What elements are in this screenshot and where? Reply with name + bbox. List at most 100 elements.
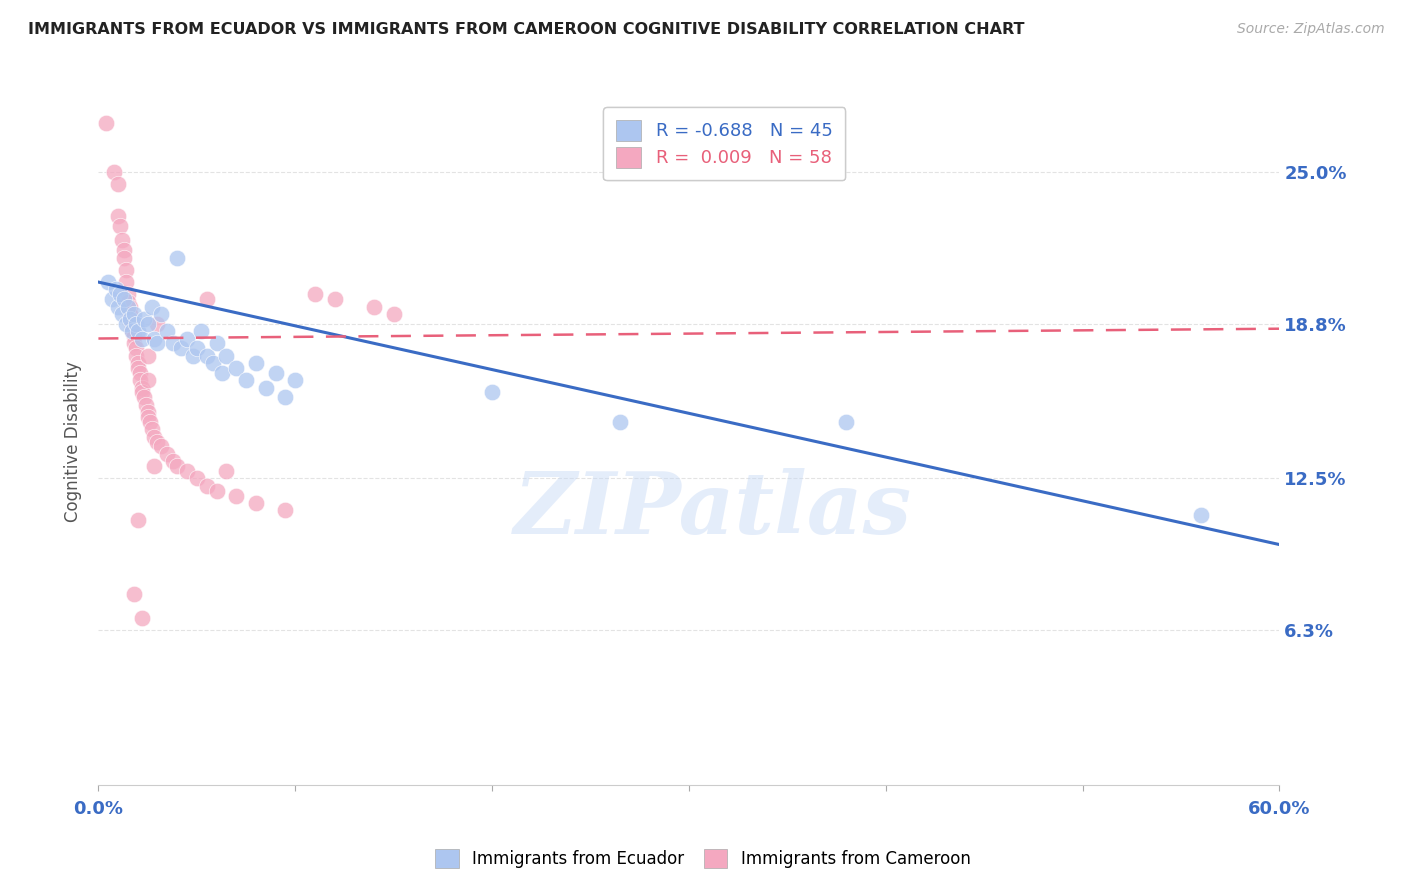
Point [115,317,138,331]
Point [304,287,326,301]
Point [132,312,155,326]
Point [215,349,238,363]
Point [284,373,307,387]
Point [162,336,184,351]
Point [131,385,153,400]
Point [135,398,157,412]
Point [166,251,188,265]
Point [141,300,163,314]
Point [156,447,179,461]
Point [142,332,165,346]
Point [121,317,143,331]
Point [181,349,204,363]
Point [136,373,159,387]
Point [254,380,277,394]
Point [481,385,503,400]
Point [125,349,148,363]
Text: 60.0%: 60.0% [1249,800,1310,818]
Point [118,300,141,314]
Point [201,356,224,370]
Point [190,324,212,338]
Point [108,219,131,233]
Point [128,366,150,380]
Point [111,233,134,247]
Point [118,307,141,321]
Point [117,294,139,309]
Point [146,336,169,351]
Point [136,349,159,363]
Point [125,342,148,356]
Point [264,366,287,380]
Point [107,177,129,191]
Point [111,307,134,321]
Point [132,391,155,405]
Point [245,356,267,370]
Point [166,459,188,474]
Point [125,317,148,331]
Point [112,244,135,258]
Point [274,503,297,517]
Text: 0.0%: 0.0% [73,800,124,818]
Point [136,317,159,331]
Point [150,307,173,321]
Point [1189,508,1212,523]
Point [382,307,405,321]
Point [136,405,159,419]
Point [323,293,346,307]
Point [122,336,145,351]
Point [127,324,149,338]
Point [195,293,218,307]
Point [215,464,238,478]
Point [117,300,139,314]
Point [122,307,145,321]
Point [186,471,208,485]
Point [146,434,169,449]
Point [115,263,138,277]
Point [609,415,631,429]
Point [118,312,141,326]
Point [131,332,153,346]
Legend: R = -0.688   N = 45, R =  0.009   N = 58: R = -0.688 N = 45, R = 0.009 N = 58 [603,107,845,180]
Point [235,373,257,387]
Point [170,342,193,356]
Y-axis label: Cognitive Disability: Cognitive Disability [65,361,83,522]
Point [127,513,149,527]
Point [127,360,149,375]
Point [108,287,131,301]
Point [195,349,218,363]
Point [112,251,135,265]
Text: IMMIGRANTS FROM ECUADOR VS IMMIGRANTS FROM CAMEROON COGNITIVE DISABILITY CORRELA: IMMIGRANTS FROM ECUADOR VS IMMIGRANTS FR… [28,22,1025,37]
Point [107,209,129,223]
Point [121,324,143,338]
Point [274,391,297,405]
Point [835,415,858,429]
Point [156,324,179,338]
Point [141,422,163,436]
Point [150,440,173,454]
Point [211,366,233,380]
Point [101,293,124,307]
Point [122,329,145,343]
Point [127,356,149,370]
Legend: Immigrants from Ecuador, Immigrants from Cameroon: Immigrants from Ecuador, Immigrants from… [429,842,977,875]
Point [115,275,138,289]
Point [146,317,169,331]
Point [121,324,143,338]
Point [122,587,145,601]
Text: ZIPatlas: ZIPatlas [513,468,911,552]
Point [225,360,247,375]
Point [142,459,165,474]
Point [107,300,129,314]
Point [176,464,198,478]
Point [96,115,118,129]
Point [225,489,247,503]
Point [176,332,198,346]
Point [363,300,385,314]
Point [131,380,153,394]
Point [195,478,218,492]
Point [138,415,160,429]
Point [112,293,135,307]
Point [186,342,208,356]
Point [142,430,165,444]
Text: Source: ZipAtlas.com: Source: ZipAtlas.com [1237,22,1385,37]
